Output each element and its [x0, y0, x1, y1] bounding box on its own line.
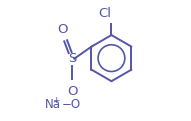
Text: Cl: Cl	[98, 7, 112, 20]
Text: +: +	[52, 96, 60, 105]
Text: O: O	[67, 85, 78, 98]
Text: −O: −O	[62, 98, 81, 111]
Text: Na: Na	[45, 98, 61, 111]
Text: S: S	[68, 52, 77, 65]
Text: O: O	[58, 23, 68, 36]
